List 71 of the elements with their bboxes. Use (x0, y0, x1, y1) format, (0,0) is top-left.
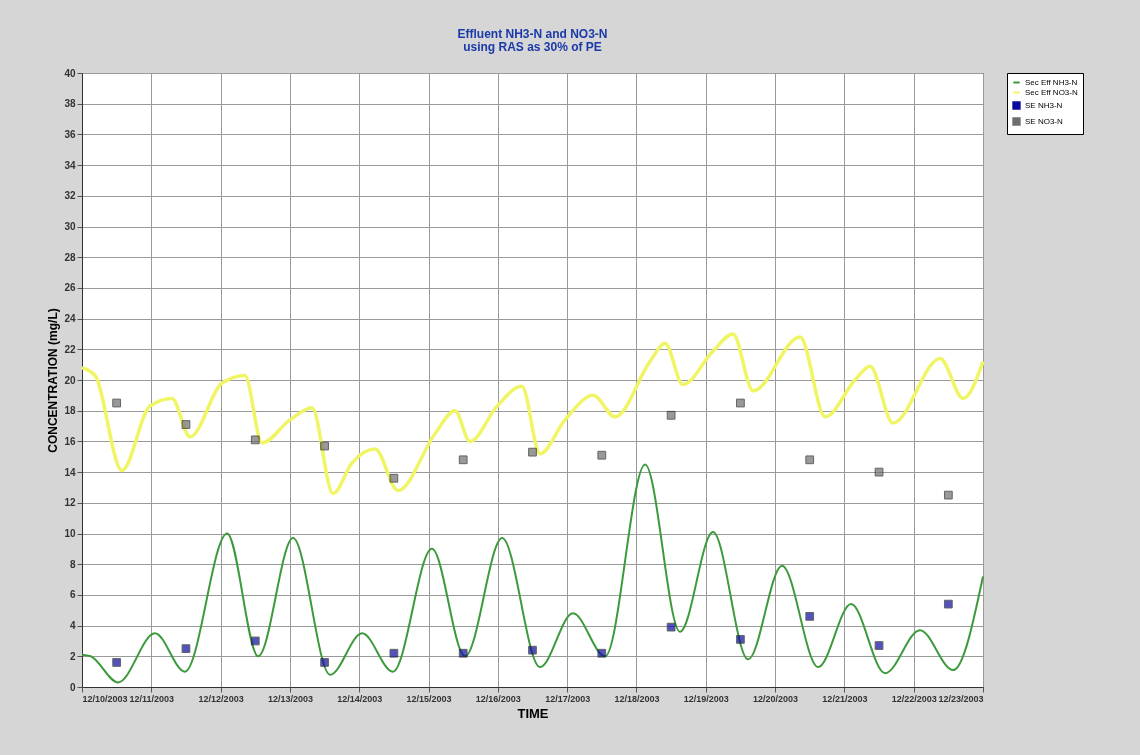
y-tick-label: 4 (69, 620, 76, 632)
chart-subtitle: using RAS as 30% of PE (463, 40, 602, 54)
y-tick-label: 0 (69, 681, 76, 693)
x-tick-label: 12/11/2003 (129, 693, 175, 704)
y-tick-label: 20 (64, 374, 76, 386)
line-series (80, 332, 985, 496)
y-tick-label: 18 (64, 405, 76, 417)
line-series (81, 463, 984, 684)
legend-label: SE NO3-N (1025, 116, 1064, 126)
point (112, 658, 122, 667)
point (666, 622, 676, 632)
x-tick-label: 12/19/2003 (683, 693, 729, 704)
x-tick-label: 12/17/2003 (545, 693, 591, 704)
point (181, 644, 191, 653)
x-tick-label: 12/18/2003 (614, 693, 660, 704)
y-tick-label: 34 (64, 159, 76, 171)
x-tick-label: 12/21/2003 (822, 693, 868, 704)
y-tick-label: 22 (64, 343, 76, 355)
x-tick-label: 12/14/2003 (337, 693, 383, 704)
legend-label: Sec Eff NH3-N (1025, 77, 1078, 87)
point (805, 455, 815, 465)
point (181, 420, 191, 429)
x-tick-label: 12/15/2003 (406, 693, 452, 704)
y-tick-label: 2 (69, 650, 76, 662)
y-tick-label: 8 (69, 558, 76, 570)
point (528, 645, 537, 655)
y-tick-label: 10 (64, 528, 76, 539)
point (943, 490, 953, 500)
y-tick-label: 14 (64, 466, 76, 478)
point (528, 447, 537, 457)
y-tick-label: 26 (64, 282, 76, 294)
y-tick-label: 40 (64, 67, 76, 79)
point (805, 612, 815, 621)
legend-label: SE NH3-N (1025, 100, 1063, 110)
point (320, 441, 329, 451)
x-tick-label: 12/16/2003 (475, 693, 521, 704)
x-tick-label: 12/10/2003 (82, 693, 128, 704)
x-tick-label: 12/23/2003 (938, 693, 984, 704)
point (666, 410, 676, 420)
chart-title: Effluent NH3-N and NO3-N (457, 27, 608, 41)
point (943, 599, 953, 609)
point (736, 398, 745, 408)
point (112, 398, 122, 408)
point (389, 473, 399, 483)
point (389, 648, 399, 658)
point (320, 658, 329, 667)
y-tick-label: 32 (64, 190, 76, 202)
point (250, 636, 260, 646)
y-tick-label: 28 (64, 251, 76, 263)
y-tick-label: 36 (64, 128, 76, 140)
y-axis-title: CONCENTRATION (mg/L) (46, 308, 61, 453)
y-tick-label: 6 (69, 589, 76, 601)
point (458, 455, 468, 465)
x-tick-label: 12/12/2003 (198, 693, 244, 704)
point (736, 635, 745, 644)
point (874, 467, 884, 477)
y-tick-label: 16 (64, 435, 76, 447)
point (874, 641, 884, 650)
y-tick-label: 38 (64, 98, 76, 110)
x-tick-label: 12/22/2003 (891, 693, 937, 704)
y-tick-label: 12 (64, 497, 76, 509)
point (458, 648, 468, 658)
point (250, 435, 260, 445)
legend-label: Sec Eff NO3-N (1025, 87, 1078, 97)
point (597, 450, 607, 460)
x-tick-label: 12/20/2003 (753, 693, 799, 704)
x-tick-label: 12/13/2003 (267, 693, 313, 704)
y-tick-label: 24 (64, 313, 76, 325)
point (597, 648, 607, 658)
y-tick-label: 30 (64, 221, 76, 232)
x-axis-title: TIME (517, 705, 549, 721)
